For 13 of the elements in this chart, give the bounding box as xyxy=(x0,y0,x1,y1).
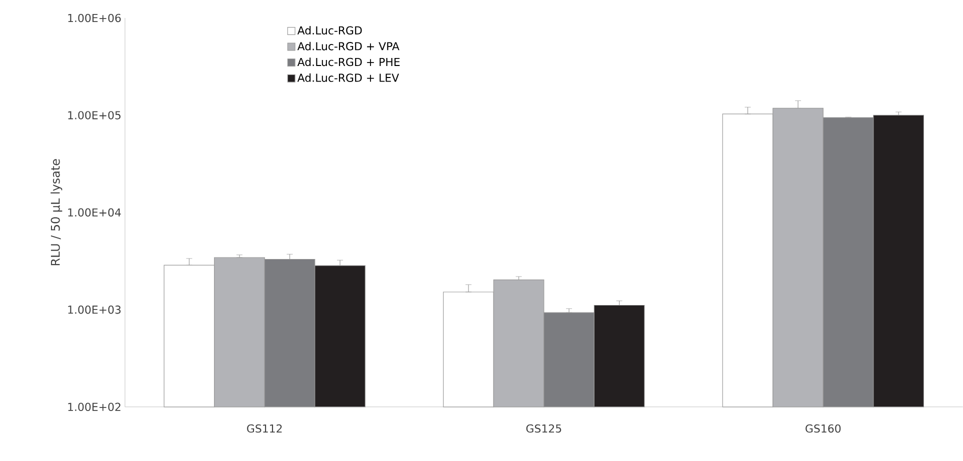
y-tick-label: 1.00E+04 xyxy=(68,208,121,217)
x-tick-label: GS160 xyxy=(806,424,841,433)
legend-label: Ad.Luc-RGD + VPA xyxy=(297,42,400,50)
y-axis-title: RLU / 50 µL lysate xyxy=(50,159,62,266)
legend-label: Ad.Luc-RGD + LEV xyxy=(297,73,400,82)
y-tick-label: 1.00E+02 xyxy=(68,402,120,412)
legend-label: Ad.Luc-RGD + PHE xyxy=(297,58,400,66)
y-tick-label: 1.00E+03 xyxy=(68,306,121,314)
legend-label: Ad.Luc-RGD xyxy=(297,26,362,35)
x-tick-label: GS112 xyxy=(247,424,282,433)
x-tick-label: GS125 xyxy=(526,424,562,433)
y-tick-label: 1.00E+05 xyxy=(68,111,120,120)
y-tick-label: 1.00E+06 xyxy=(68,14,121,22)
